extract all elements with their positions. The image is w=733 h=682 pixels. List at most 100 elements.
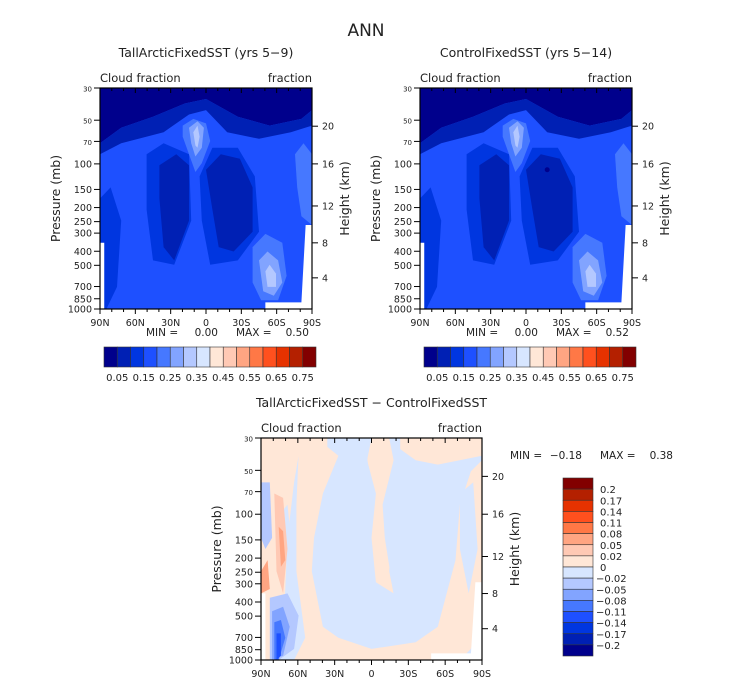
- y-axis-label: Pressure (mb): [368, 155, 383, 242]
- colorbar-swatch: [569, 346, 584, 368]
- missing-data-np: [420, 242, 425, 309]
- right-label: fraction: [438, 421, 482, 435]
- colorbar-swatch: [436, 346, 451, 368]
- y-right-tick-label: 8: [322, 238, 328, 249]
- colorbar-swatch: [516, 346, 531, 368]
- contour-sp-edge: [295, 143, 312, 225]
- colorbar-label: −0.11: [596, 608, 627, 619]
- y-tick-label: 250: [235, 568, 253, 579]
- contour-neg-sh: [389, 482, 427, 616]
- y-tick-label: 300: [235, 579, 253, 590]
- colorbar-swatch: [562, 577, 594, 590]
- contour-sh-min: [526, 154, 573, 252]
- y-tick-label: 400: [394, 247, 412, 258]
- contour-neg-upper: [261, 482, 273, 549]
- contour-pos-eq: [367, 438, 394, 594]
- contour-neg-sp: [459, 482, 478, 594]
- y-right-tick-label: 20: [492, 472, 504, 483]
- y-tick-label: 300: [394, 229, 412, 240]
- y-right-tick-label: 12: [642, 201, 654, 212]
- contour-band: [420, 99, 632, 155]
- colorbar-swatch: [196, 346, 211, 368]
- y-tick-label: 200: [394, 203, 412, 214]
- contour-upper-dark: [420, 88, 632, 144]
- colorbar-swatch: [562, 644, 594, 657]
- y-tick-label: 30: [244, 436, 253, 444]
- colorbar-swatch: [156, 346, 171, 368]
- y-axis-label-right: Height (km): [337, 161, 352, 235]
- y-axis-label: Pressure (mb): [48, 155, 63, 242]
- colorbar-label: 0.15: [133, 373, 155, 384]
- contour-nh-min: [159, 154, 189, 261]
- colorbar-swatch: [169, 346, 184, 368]
- contour-small-min: [544, 167, 550, 173]
- x-tick-label: 30N: [325, 669, 344, 680]
- y-tick-label: 150: [235, 535, 253, 546]
- colorbar-label: −0.14: [596, 619, 627, 630]
- missing-data-sp: [585, 225, 632, 309]
- y-tick-label: 250: [74, 217, 92, 228]
- contour-sh-low-3: [585, 264, 596, 287]
- colorbar-swatch: [562, 544, 594, 557]
- contour-pos-arctic-3: [261, 560, 270, 594]
- contour-pos-lower: [294, 446, 482, 660]
- x-tick-label: 0: [523, 318, 529, 329]
- colorbar-swatch: [143, 346, 158, 368]
- x-tick-label: 60S: [588, 318, 606, 329]
- min-value: 0.00: [195, 327, 218, 339]
- colorbar-label: 0.65: [585, 373, 607, 384]
- colorbar-swatch: [609, 346, 624, 368]
- colorbar-swatch: [562, 477, 594, 490]
- colorbar-swatch: [562, 499, 594, 512]
- x-tick-label: 30S: [399, 669, 417, 680]
- colorbar-label: 0.25: [479, 373, 501, 384]
- y-tick-label: 850: [235, 645, 253, 656]
- colorbar-swatch: [236, 346, 251, 368]
- colorbar-swatch: [302, 346, 317, 368]
- x-tick-label: 90N: [90, 318, 109, 329]
- y-tick-label: 100: [235, 510, 253, 521]
- x-tick-label: 60S: [436, 669, 454, 680]
- right-label: fraction: [268, 71, 312, 85]
- max-value: 0.52: [606, 327, 629, 339]
- contour-nh-min: [479, 154, 509, 261]
- y-tick-label: 700: [74, 282, 92, 293]
- colorbar-swatch: [275, 346, 290, 368]
- colorbar-swatch: [489, 346, 504, 368]
- colorbar-label: 0.25: [159, 373, 181, 384]
- contour-sh-min: [206, 154, 253, 252]
- colorbar-label: 0.45: [212, 373, 234, 384]
- contour-pos-top: [400, 438, 482, 465]
- contour-neg-mid: [331, 455, 372, 616]
- colorbar-swatch: [542, 346, 557, 368]
- min-label: MIN =: [466, 327, 498, 339]
- colorbar-label: 0.05: [600, 541, 622, 552]
- y-tick-label: 70: [244, 489, 253, 497]
- contour-eq-max-3: [513, 125, 520, 148]
- y-tick-label: 700: [394, 282, 412, 293]
- x-tick-label: 0: [203, 318, 209, 329]
- y-tick-label: 1000: [68, 305, 92, 316]
- colorbar-swatch: [562, 600, 594, 612]
- x-tick-label: 90N: [410, 318, 429, 329]
- y-tick-label: 50: [403, 118, 412, 126]
- y-right-tick-label: 4: [642, 273, 648, 284]
- colorbar-swatch: [582, 346, 597, 368]
- colorbar-swatch: [562, 488, 594, 501]
- left-label: Cloud fraction: [261, 421, 342, 435]
- colorbar-label: 0.2: [600, 485, 616, 496]
- colorbar-swatch: [622, 346, 637, 368]
- contour-band: [100, 99, 312, 155]
- colorbar-swatch: [289, 346, 304, 368]
- y-right-tick-label: 8: [642, 238, 648, 249]
- colorbar-label: 0.17: [600, 496, 622, 507]
- x-tick-label: 60N: [126, 318, 145, 329]
- min-value: −0.18: [550, 450, 582, 462]
- y-right-tick-label: 16: [642, 159, 654, 170]
- y-right-tick-label: 8: [492, 589, 498, 600]
- y-right-tick-label: 12: [492, 552, 504, 563]
- y-tick-label: 850: [394, 294, 412, 305]
- colorbar-swatch: [503, 346, 518, 368]
- colorbar-label: 0.65: [265, 373, 287, 384]
